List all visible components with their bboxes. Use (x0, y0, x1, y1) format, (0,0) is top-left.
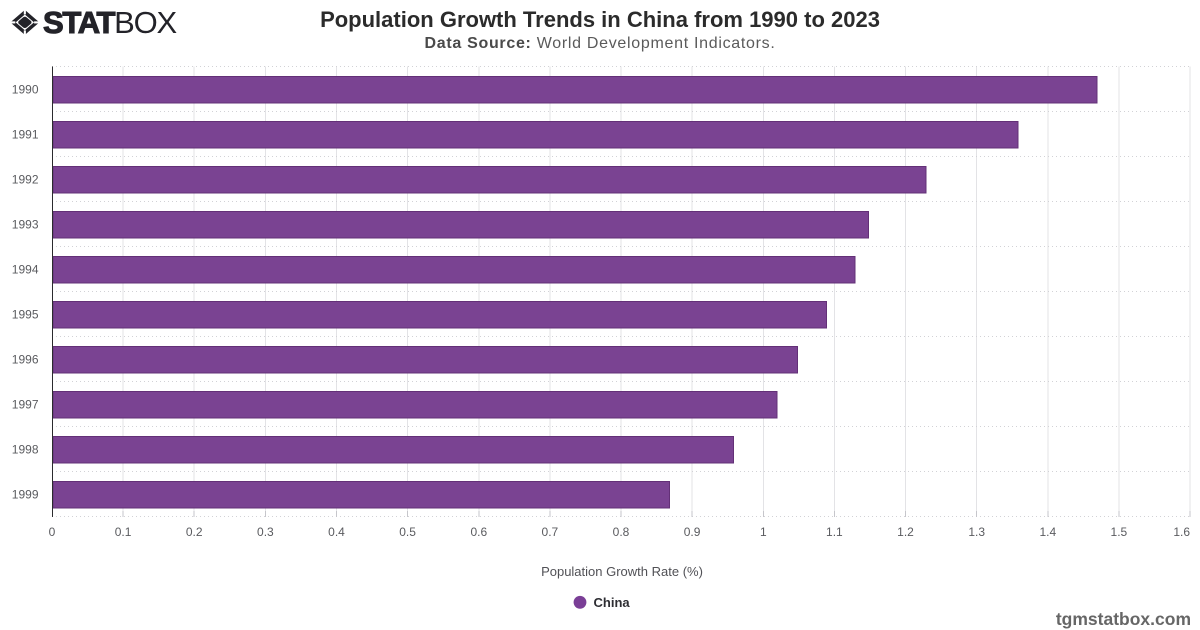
svg-text:0.1: 0.1 (115, 525, 132, 539)
svg-text:1993: 1993 (12, 218, 39, 232)
svg-text:0.4: 0.4 (328, 525, 345, 539)
svg-text:1999: 1999 (12, 488, 39, 502)
svg-text:Population Growth Rate (%): Population Growth Rate (%) (541, 564, 703, 579)
svg-text:1997: 1997 (12, 398, 39, 412)
svg-text:1998: 1998 (12, 443, 39, 457)
svg-text:1.1: 1.1 (826, 525, 843, 539)
svg-text:1: 1 (760, 525, 767, 539)
svg-text:1994: 1994 (12, 263, 39, 277)
svg-text:0: 0 (49, 525, 56, 539)
svg-text:1.2: 1.2 (897, 525, 914, 539)
svg-text:0.7: 0.7 (542, 525, 559, 539)
svg-text:0.2: 0.2 (186, 525, 203, 539)
svg-text:0.9: 0.9 (684, 525, 701, 539)
svg-text:1.3: 1.3 (968, 525, 985, 539)
svg-text:1.4: 1.4 (1039, 525, 1056, 539)
svg-text:1991: 1991 (12, 128, 39, 142)
svg-text:1992: 1992 (12, 173, 39, 187)
svg-text:1990: 1990 (12, 83, 39, 97)
svg-text:1995: 1995 (12, 308, 39, 322)
svg-text:0.3: 0.3 (257, 525, 274, 539)
svg-text:1996: 1996 (12, 353, 39, 367)
svg-text:0.8: 0.8 (613, 525, 630, 539)
svg-text:0.5: 0.5 (399, 525, 416, 539)
svg-text:1.5: 1.5 (1111, 525, 1128, 539)
svg-text:tgmstatbox.com: tgmstatbox.com (1056, 609, 1191, 629)
svg-text:0.6: 0.6 (470, 525, 487, 539)
svg-text:China: China (594, 595, 631, 610)
svg-text:1.6: 1.6 (1173, 525, 1190, 539)
